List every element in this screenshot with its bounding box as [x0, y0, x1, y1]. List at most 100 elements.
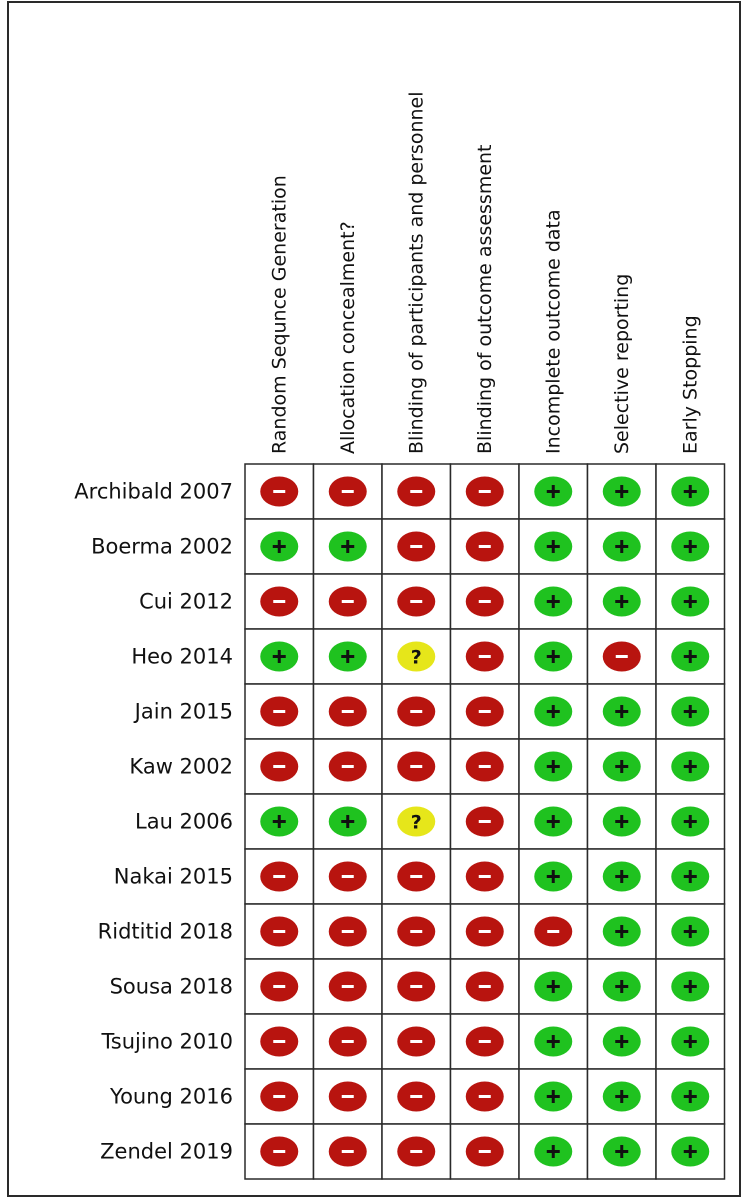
minus-icon — [341, 930, 354, 933]
minus-icon — [410, 985, 423, 988]
minus-icon — [410, 930, 423, 933]
minus-icon — [341, 1095, 354, 1098]
column-header: Blinding of participants and personnel — [405, 92, 427, 455]
plus-icon — [620, 1145, 624, 1158]
plus-icon — [688, 1035, 692, 1048]
minus-icon — [273, 710, 286, 713]
minus-icon — [410, 490, 423, 493]
plus-icon — [620, 1035, 624, 1048]
minus-icon — [341, 985, 354, 988]
minus-icon — [341, 600, 354, 603]
plus-icon — [688, 650, 692, 663]
minus-icon — [341, 1040, 354, 1043]
plus-icon — [620, 485, 624, 498]
minus-icon — [410, 545, 423, 548]
minus-icon — [273, 1040, 286, 1043]
plus-icon — [688, 595, 692, 608]
minus-icon — [410, 765, 423, 768]
plus-icon — [620, 870, 624, 883]
study-label: Young 2016 — [109, 1085, 233, 1109]
minus-icon — [273, 1095, 286, 1098]
minus-icon — [478, 655, 491, 658]
minus-icon — [478, 1150, 491, 1153]
study-label: Cui 2012 — [139, 590, 233, 614]
plus-icon — [620, 595, 624, 608]
minus-icon — [410, 1040, 423, 1043]
minus-icon — [478, 930, 491, 933]
plus-icon — [551, 1035, 555, 1048]
study-label: Sousa 2018 — [110, 975, 233, 999]
minus-icon — [478, 490, 491, 493]
column-header: Incomplete outcome data — [542, 209, 564, 454]
minus-icon — [273, 985, 286, 988]
column-header: Allocation concealment? — [337, 221, 359, 454]
minus-icon — [410, 710, 423, 713]
study-label: Ridtitid 2018 — [98, 920, 233, 944]
minus-icon — [273, 490, 286, 493]
minus-icon — [410, 875, 423, 878]
plus-icon — [688, 1145, 692, 1158]
plus-icon — [688, 760, 692, 773]
minus-icon — [341, 765, 354, 768]
study-label: Archibald 2007 — [74, 480, 233, 504]
plus-icon — [620, 705, 624, 718]
minus-icon — [547, 930, 560, 933]
plus-icon — [551, 650, 555, 663]
minus-icon — [478, 1040, 491, 1043]
plus-icon — [277, 650, 281, 663]
minus-icon — [478, 820, 491, 823]
study-label: Nakai 2015 — [114, 865, 233, 889]
study-label: Jain 2015 — [133, 700, 233, 724]
plus-icon — [620, 540, 624, 553]
plus-icon — [620, 815, 624, 828]
minus-icon — [341, 710, 354, 713]
grid-cell — [244, 518, 315, 575]
minus-icon — [478, 600, 491, 603]
plus-icon — [620, 1090, 624, 1103]
grid-cell — [655, 738, 726, 795]
plus-icon — [551, 815, 555, 828]
plus-icon — [551, 760, 555, 773]
minus-icon — [478, 765, 491, 768]
plus-icon — [551, 595, 555, 608]
minus-icon — [478, 710, 491, 713]
plus-icon — [688, 1090, 692, 1103]
plus-icon — [620, 760, 624, 773]
minus-icon — [478, 875, 491, 878]
plus-icon — [346, 540, 350, 553]
plus-icon — [551, 870, 555, 883]
minus-icon — [341, 1150, 354, 1153]
minus-icon — [478, 1095, 491, 1098]
study-label: Boerma 2002 — [91, 535, 233, 559]
minus-icon — [478, 985, 491, 988]
minus-icon — [273, 930, 286, 933]
column-header: Blinding of outcome assessment — [474, 144, 496, 454]
plus-icon — [688, 540, 692, 553]
column-header: Selective reporting — [611, 274, 633, 454]
minus-icon — [410, 1095, 423, 1098]
minus-icon — [615, 655, 628, 658]
plus-icon — [688, 980, 692, 993]
plus-icon — [551, 485, 555, 498]
plus-icon — [551, 705, 555, 718]
minus-icon — [341, 490, 354, 493]
plus-icon — [688, 705, 692, 718]
column-header: Early Stopping — [679, 315, 701, 454]
plus-icon — [620, 980, 624, 993]
grid-cell — [244, 573, 315, 630]
minus-icon — [410, 600, 423, 603]
plus-icon — [346, 650, 350, 663]
judgement-unclear-marker — [397, 641, 436, 672]
minus-icon — [478, 545, 491, 548]
plus-icon — [277, 815, 281, 828]
grid-cell — [312, 518, 383, 575]
question-icon: ? — [411, 812, 422, 834]
minus-icon — [273, 765, 286, 768]
plus-icon — [688, 485, 692, 498]
minus-icon — [273, 600, 286, 603]
plus-icon — [551, 1145, 555, 1158]
judgement-unclear-marker — [397, 806, 436, 837]
study-label: Heo 2014 — [131, 645, 233, 669]
plus-icon — [620, 925, 624, 938]
plus-icon — [551, 540, 555, 553]
